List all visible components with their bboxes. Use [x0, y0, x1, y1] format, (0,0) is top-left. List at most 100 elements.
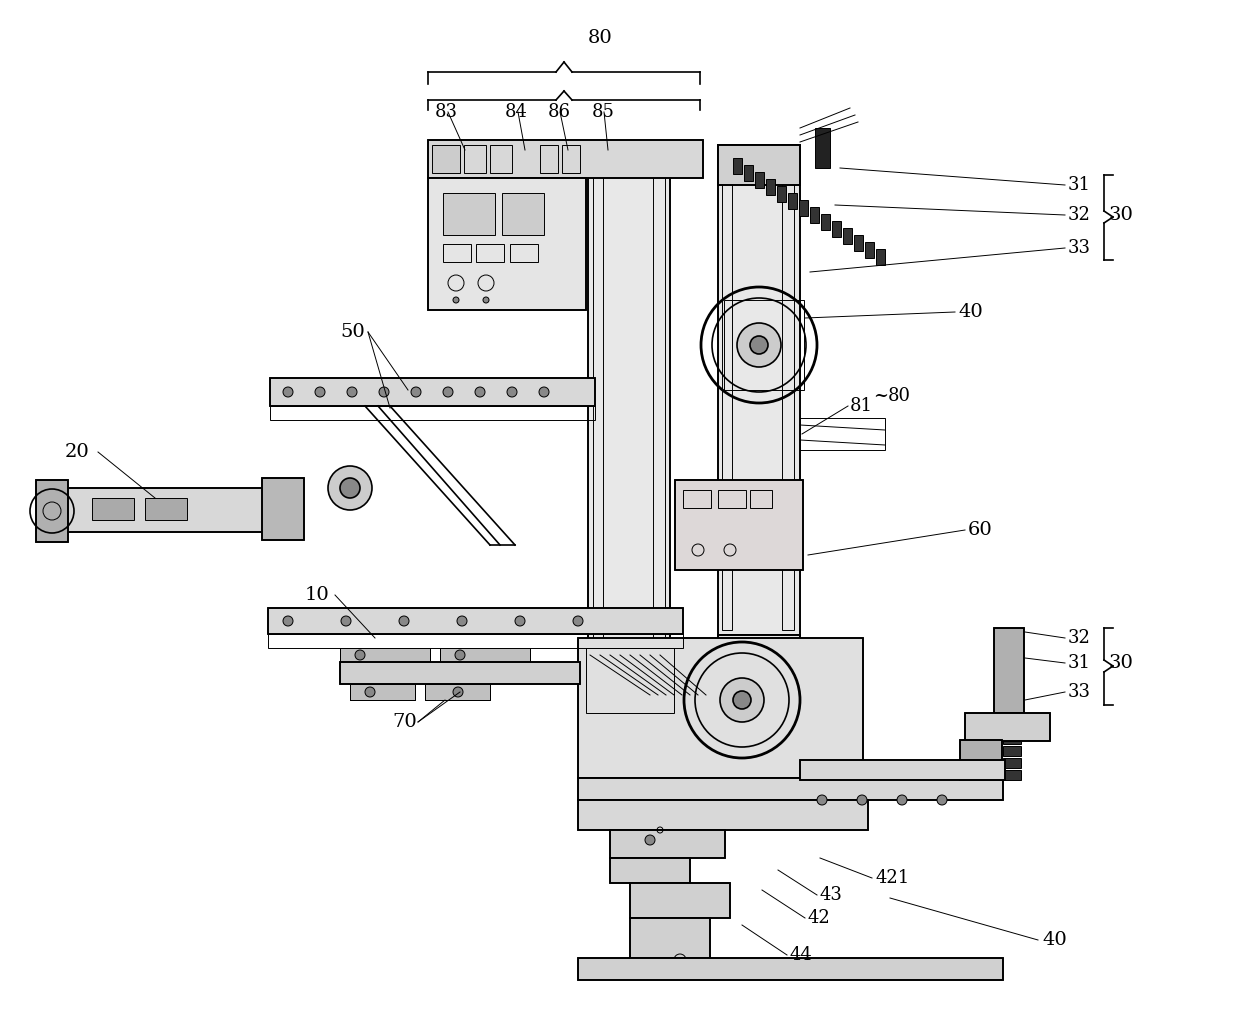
Bar	[800, 760, 1004, 780]
Circle shape	[355, 650, 365, 660]
Bar	[630, 883, 730, 918]
Bar	[965, 713, 1050, 741]
Text: 30: 30	[1109, 206, 1133, 224]
Bar	[832, 221, 841, 237]
Bar	[1003, 758, 1021, 768]
Bar	[718, 145, 800, 635]
Circle shape	[340, 478, 360, 498]
Bar	[610, 858, 689, 883]
Text: 81: 81	[849, 397, 873, 415]
Bar	[578, 638, 863, 778]
Text: 421: 421	[875, 869, 909, 887]
Text: 86: 86	[548, 103, 570, 121]
Bar	[777, 186, 786, 202]
Bar	[610, 858, 689, 883]
Bar	[653, 150, 665, 800]
Bar	[810, 207, 818, 223]
Circle shape	[283, 387, 293, 397]
Bar	[48, 488, 277, 532]
Circle shape	[733, 690, 751, 709]
Bar	[578, 800, 868, 830]
Circle shape	[315, 387, 325, 397]
Circle shape	[458, 616, 467, 626]
Circle shape	[410, 387, 422, 397]
Bar	[578, 638, 863, 778]
Circle shape	[573, 616, 583, 626]
Bar	[145, 498, 187, 520]
Circle shape	[737, 323, 781, 367]
Text: 40: 40	[1042, 931, 1066, 949]
Bar	[578, 800, 868, 830]
Text: 30: 30	[1109, 654, 1133, 672]
Circle shape	[645, 835, 655, 845]
Bar	[428, 177, 587, 310]
Text: 84: 84	[505, 103, 528, 121]
Bar	[562, 145, 580, 173]
Text: 43: 43	[820, 886, 843, 904]
Text: 33: 33	[1068, 239, 1091, 256]
Bar	[268, 608, 683, 634]
Bar	[718, 635, 800, 765]
Text: 42: 42	[808, 909, 831, 928]
Bar	[425, 684, 490, 700]
Bar	[440, 648, 529, 662]
Bar	[539, 145, 558, 173]
Bar	[270, 378, 595, 406]
Text: 32: 32	[1068, 206, 1091, 224]
Bar	[766, 179, 775, 195]
Bar	[744, 165, 753, 181]
Bar	[782, 150, 794, 630]
Bar	[36, 480, 68, 542]
Bar	[578, 958, 1003, 980]
Circle shape	[453, 687, 463, 697]
Circle shape	[379, 387, 389, 397]
Text: 44: 44	[790, 946, 812, 964]
Circle shape	[347, 387, 357, 397]
Circle shape	[475, 387, 485, 397]
Bar	[48, 488, 277, 532]
Bar	[718, 145, 800, 185]
Bar	[843, 228, 852, 244]
Bar	[490, 145, 512, 173]
Circle shape	[937, 795, 947, 805]
Bar	[428, 177, 587, 310]
Bar	[440, 648, 529, 662]
Text: 80: 80	[588, 29, 613, 47]
Bar	[268, 634, 683, 648]
Bar	[965, 713, 1050, 741]
Bar	[1003, 662, 1021, 672]
Bar	[854, 235, 863, 251]
Bar	[1003, 674, 1021, 684]
Bar	[675, 480, 804, 570]
Bar	[578, 778, 1003, 800]
Circle shape	[720, 678, 764, 722]
Bar	[340, 662, 580, 684]
Bar	[755, 172, 764, 188]
Bar	[718, 490, 746, 508]
Text: 32: 32	[1068, 629, 1091, 647]
Bar	[593, 150, 603, 800]
Bar	[718, 145, 800, 185]
Bar	[821, 214, 830, 230]
Bar	[1003, 770, 1021, 780]
Bar	[268, 608, 683, 634]
Bar	[350, 684, 415, 700]
Bar	[800, 760, 1004, 780]
Bar	[750, 490, 773, 508]
Bar	[1003, 734, 1021, 744]
Bar	[425, 684, 490, 700]
Text: 10: 10	[305, 586, 330, 604]
Circle shape	[897, 795, 906, 805]
Circle shape	[283, 616, 293, 626]
Circle shape	[750, 336, 768, 354]
Bar	[722, 150, 732, 630]
Bar	[875, 249, 885, 265]
Bar	[1003, 746, 1021, 756]
Bar	[587, 648, 675, 713]
Bar	[718, 635, 800, 765]
Text: 83: 83	[435, 103, 458, 121]
Bar	[340, 648, 430, 662]
Bar	[1003, 698, 1021, 708]
Circle shape	[539, 387, 549, 397]
Bar	[340, 662, 580, 684]
